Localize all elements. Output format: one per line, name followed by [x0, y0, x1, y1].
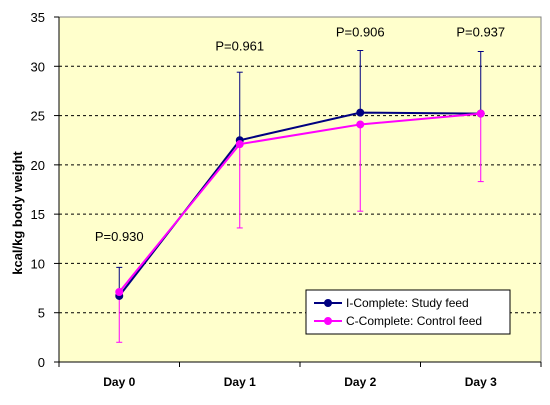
y-tick-label: 15: [31, 207, 45, 222]
legend: I-Complete: Study feed C-Complete: Contro…: [305, 289, 511, 335]
data-point: [235, 140, 244, 149]
data-point: [356, 108, 365, 117]
legend-swatch-marker: [324, 317, 332, 325]
y-tick-label: 25: [31, 109, 45, 124]
y-axis: 0 5 10 15 20 25 30 35: [31, 10, 60, 370]
y-tick-label: 20: [31, 158, 45, 173]
series-lines: [115, 108, 485, 300]
y-tick-label: 5: [38, 306, 45, 321]
legend-box: [305, 289, 511, 335]
legend-swatch-marker: [324, 299, 332, 307]
p-value-annotation: P=0.961: [215, 39, 264, 54]
grid-lines: [59, 65, 541, 314]
x-tick-label: Day 3: [465, 375, 497, 389]
data-point: [115, 288, 124, 297]
y-tick-label: 30: [31, 59, 45, 74]
p-value-annotation: P=0.937: [456, 25, 505, 40]
y-axis-title: kcal/kg body weight: [10, 151, 25, 275]
annotations: P=0.930 P=0.961 P=0.906 P=0.937: [95, 25, 505, 244]
data-point: [356, 120, 365, 129]
x-tick-label: Day 1: [224, 375, 256, 389]
y-tick-label: 10: [31, 256, 45, 271]
series-line-2: [118, 112, 481, 293]
legend-label: I-Complete: Study feed: [346, 296, 469, 310]
legend-label: C-Complete: Control feed: [346, 314, 482, 328]
x-tick-label: Day 0: [103, 375, 135, 389]
error-bars: [116, 50, 484, 343]
x-axis: Day 0 Day 1 Day 2 Day 3: [58, 361, 542, 389]
y-tick-label: 35: [31, 10, 45, 25]
x-tick-label: Day 2: [344, 375, 376, 389]
p-value-annotation: P=0.930: [95, 229, 144, 244]
y-tick-label: 0: [38, 355, 45, 370]
p-value-annotation: P=0.906: [336, 25, 385, 40]
data-point: [476, 109, 485, 118]
